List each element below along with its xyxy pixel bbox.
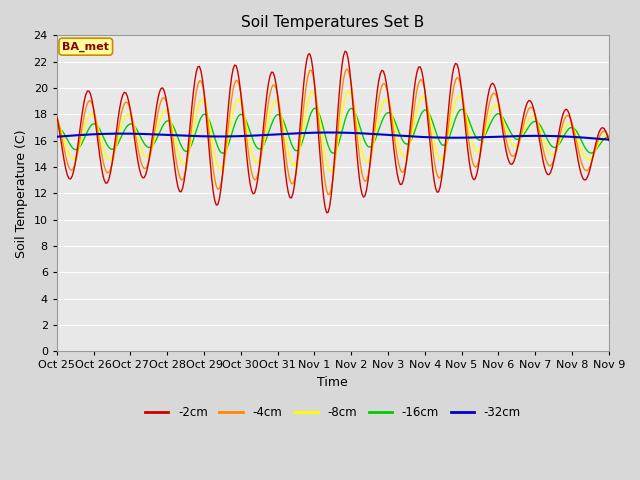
Legend: -2cm, -4cm, -8cm, -16cm, -32cm: -2cm, -4cm, -8cm, -16cm, -32cm — [140, 401, 525, 424]
X-axis label: Time: Time — [317, 376, 348, 389]
Text: BA_met: BA_met — [62, 42, 109, 52]
Y-axis label: Soil Temperature (C): Soil Temperature (C) — [15, 129, 28, 258]
Title: Soil Temperatures Set B: Soil Temperatures Set B — [241, 15, 424, 30]
